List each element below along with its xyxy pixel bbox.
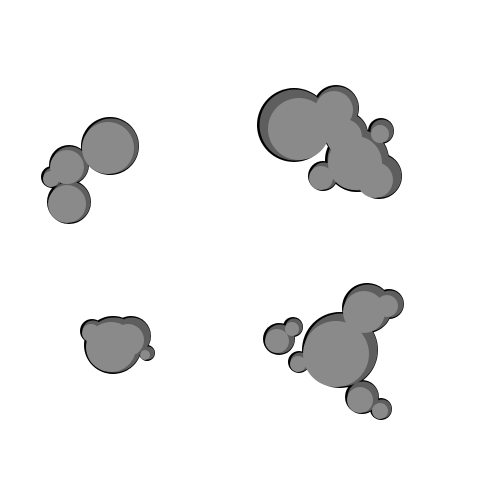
smoke-puff-1 — [41, 117, 139, 224]
smoke-puff-2 — [257, 85, 402, 199]
smoke-puff-3 — [80, 316, 155, 374]
smoke-puff-4 — [263, 283, 404, 420]
smoke-puff-body — [265, 291, 398, 419]
smoke-puff-body — [268, 91, 393, 198]
smoke-puff-body — [82, 322, 150, 372]
smoke-puff-body — [43, 122, 134, 223]
